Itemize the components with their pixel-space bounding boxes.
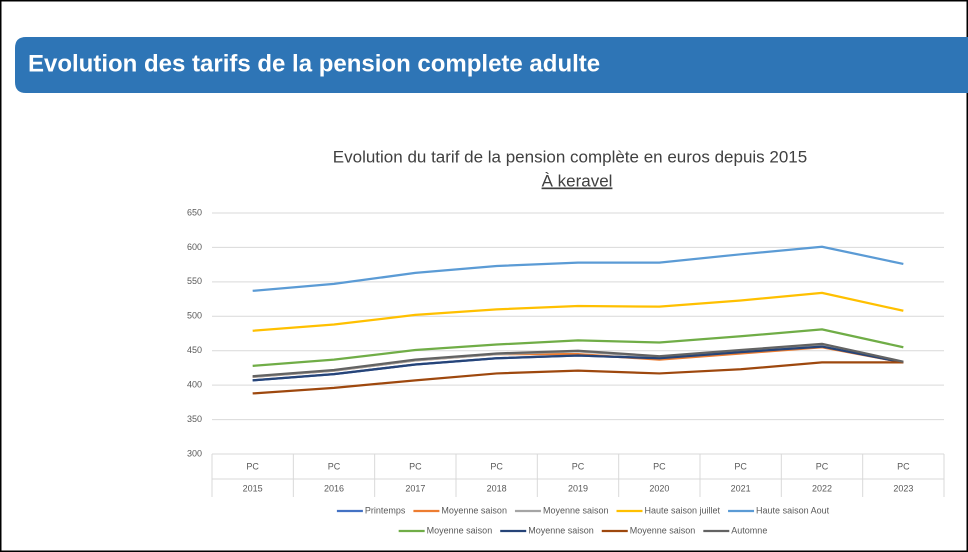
chart-subtitle: À keravel xyxy=(542,171,613,190)
x-tick-label: 2019 xyxy=(568,483,588,493)
series-line xyxy=(252,245,904,292)
y-tick-label: 600 xyxy=(187,242,202,252)
series-line xyxy=(252,345,904,382)
y-tick-label: 350 xyxy=(187,414,202,424)
x-tick-label: 2020 xyxy=(649,483,669,493)
x-tick-label: 2018 xyxy=(487,483,507,493)
x-tick-label: 2023 xyxy=(893,483,913,493)
x-subcategory-label: PC xyxy=(897,461,910,471)
legend-label: Moyenne saison xyxy=(427,525,493,535)
x-tick-label: 2016 xyxy=(324,483,344,493)
series-line xyxy=(252,342,904,378)
y-tick-label: 650 xyxy=(187,207,202,217)
x-subcategory-label: PC xyxy=(653,461,666,471)
legend-label: Moyenne saison xyxy=(441,505,507,515)
x-tick-label: 2017 xyxy=(405,483,425,493)
legend-label: Printemps xyxy=(365,505,406,515)
y-tick-label: 500 xyxy=(187,311,202,321)
x-subcategory-label: PC xyxy=(328,461,341,471)
chart-title: Evolution du tarif de la pension complèt… xyxy=(333,147,807,166)
y-tick-label: 550 xyxy=(187,276,202,286)
x-subcategory-label: PC xyxy=(409,461,422,471)
slide-title: Evolution des tarifs de la pension compl… xyxy=(28,50,600,77)
x-tick-label: 2015 xyxy=(243,483,263,493)
y-tick-label: 400 xyxy=(187,380,202,390)
legend-label: Automne xyxy=(731,525,767,535)
series-line xyxy=(252,361,904,395)
x-tick-label: 2021 xyxy=(731,483,751,493)
x-subcategory-label: PC xyxy=(816,461,829,471)
legend-label: Moyenne saison xyxy=(630,525,696,535)
series-line xyxy=(252,291,904,332)
header-bar xyxy=(15,37,968,93)
x-subcategory-label: PC xyxy=(734,461,747,471)
y-tick-label: 300 xyxy=(187,448,202,458)
y-tick-label: 450 xyxy=(187,345,202,355)
legend-label: Haute saison Aout xyxy=(756,505,830,515)
x-tick-label: 2022 xyxy=(812,483,832,493)
legend-label: Moyenne saison xyxy=(528,525,594,535)
legend-label: Moyenne saison xyxy=(543,505,609,515)
x-subcategory-label: PC xyxy=(246,461,259,471)
series-line xyxy=(252,328,904,367)
x-subcategory-label: PC xyxy=(490,461,503,471)
x-subcategory-label: PC xyxy=(572,461,585,471)
legend-label: Haute saison juillet xyxy=(645,505,721,515)
